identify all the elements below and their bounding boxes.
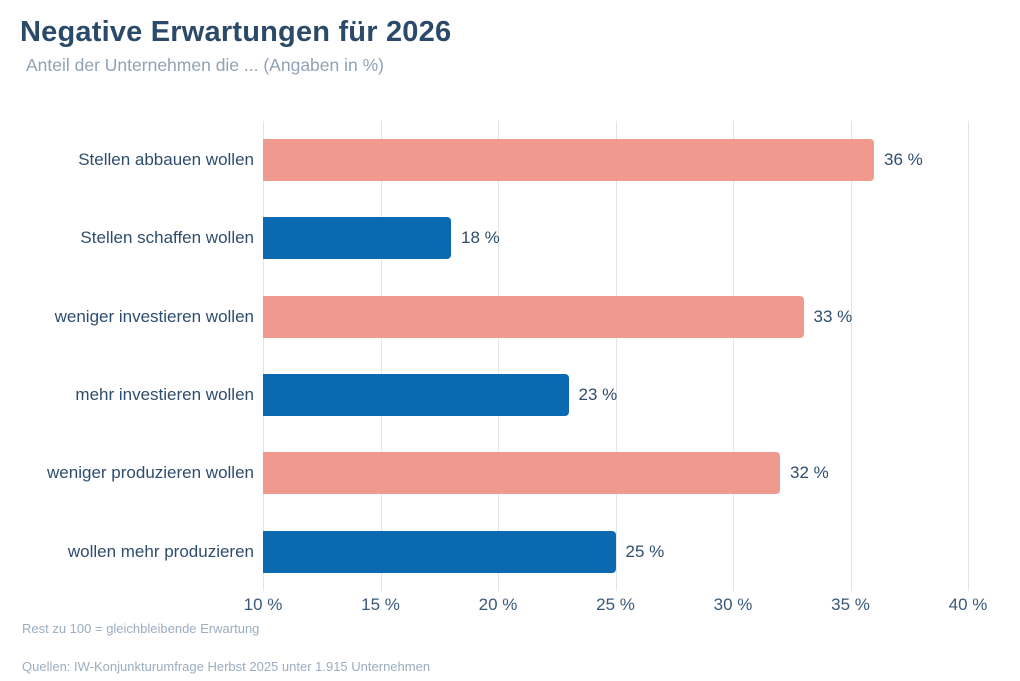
- chart-footnote: Rest zu 100 = gleichbleibende Erwartung: [22, 621, 260, 636]
- category-label: Stellen abbauen wollen: [78, 150, 254, 170]
- gridline: [498, 121, 499, 591]
- plot-area: 36 % 18 % 33 % 23 % 32 % 25 %: [263, 121, 969, 591]
- bar-row: 36 %: [263, 121, 968, 199]
- bar-chart: Stellen abbauen wollen Stellen schaffen w…: [20, 121, 988, 617]
- chart-body: Stellen abbauen wollen Stellen schaffen w…: [20, 121, 969, 591]
- category-label-column: Stellen abbauen wollen Stellen schaffen w…: [20, 121, 263, 591]
- gridline: [380, 121, 382, 591]
- category-label: weniger produzieren wollen: [47, 463, 254, 483]
- x-axis-tick-label: 10 %: [243, 595, 283, 614]
- bar-row: 32 %: [263, 434, 968, 512]
- x-axis-tick-label: 40 %: [948, 595, 988, 614]
- x-axis-tick-label: 20 %: [478, 595, 518, 614]
- chart-subtitle: Anteil der Unternehmen die ... (Angaben …: [26, 55, 384, 76]
- category-label: wollen mehr produzieren: [67, 541, 254, 561]
- page-title: Negative Erwartungen für 2026: [20, 16, 452, 48]
- bar: [263, 217, 451, 260]
- value-label: 25 %: [625, 541, 665, 561]
- category-label: weniger investieren wollen: [54, 306, 254, 326]
- category-label: mehr investieren wollen: [75, 385, 254, 405]
- bar: [263, 295, 804, 338]
- bar-rows: 36 % 18 % 33 % 23 % 32 % 25 %: [263, 121, 968, 591]
- bar-row: 33 %: [263, 278, 968, 356]
- value-label: 32 %: [790, 463, 829, 483]
- bar-row: 25 %: [263, 513, 968, 591]
- value-label: 23 %: [578, 385, 618, 405]
- value-label: 33 %: [813, 306, 853, 326]
- chart-source: Quellen: IW-Konjunkturumfrage Herbst 202…: [22, 659, 431, 674]
- gridline: [263, 121, 264, 591]
- value-label: 36 %: [884, 150, 923, 170]
- bar: [263, 139, 874, 182]
- x-axis-tick-label: 30 %: [713, 595, 753, 614]
- x-axis-tick-label: 35 %: [831, 595, 870, 614]
- value-label: 18 %: [461, 228, 500, 248]
- gridline: [733, 121, 734, 591]
- bar-row: 23 %: [263, 356, 968, 434]
- x-axis-tick-label: 25 %: [596, 595, 635, 614]
- gridline: [615, 121, 617, 591]
- bar: [263, 452, 780, 495]
- bar: [263, 530, 616, 573]
- bar: [263, 374, 569, 417]
- bar-row: 18 %: [263, 199, 968, 277]
- gridline: [968, 121, 969, 591]
- x-axis-tick-label: 15 %: [361, 595, 400, 614]
- x-axis: 10 % 15 % 20 % 25 % 30 % 35 % 40 %: [244, 591, 988, 617]
- gridline: [850, 121, 852, 591]
- category-label: Stellen schaffen wollen: [80, 228, 254, 248]
